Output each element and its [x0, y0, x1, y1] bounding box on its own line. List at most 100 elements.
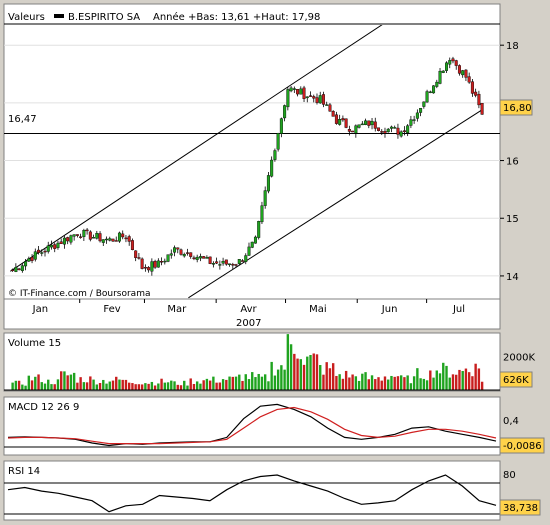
candle — [470, 79, 474, 97]
volume-badge — [499, 371, 533, 388]
candle — [296, 88, 300, 97]
candle — [432, 85, 436, 94]
candle — [415, 109, 419, 122]
volume-bar — [59, 371, 63, 390]
volume-bar — [183, 380, 186, 390]
candle — [480, 103, 484, 115]
volume-bar — [315, 354, 319, 390]
trend-channel — [10, 25, 483, 299]
candle — [189, 252, 193, 259]
volume-bar — [30, 380, 34, 390]
candle — [237, 259, 241, 265]
price-gridlines — [4, 44, 500, 277]
candle — [101, 239, 105, 247]
candle — [367, 120, 371, 129]
candle — [147, 266, 151, 273]
candle — [69, 234, 73, 245]
candle — [105, 236, 109, 244]
volume-bar — [263, 374, 267, 390]
volume-bar — [40, 382, 43, 390]
volume-bar — [179, 385, 183, 390]
volume-bar — [121, 379, 124, 390]
candle — [166, 254, 170, 263]
candle — [176, 247, 180, 254]
volume-bar — [166, 382, 170, 390]
volume-y-tick: 2000K — [503, 353, 535, 364]
macd-line — [7, 403, 497, 447]
reference-label: 16,47 — [8, 114, 37, 125]
volume-bar — [312, 353, 315, 390]
volume-bar — [374, 379, 377, 390]
candle — [46, 241, 50, 254]
candle — [344, 118, 348, 129]
candle — [72, 234, 76, 241]
candle — [448, 57, 452, 69]
candle — [30, 254, 34, 264]
volume-bar — [72, 372, 76, 390]
volume-bar — [251, 372, 254, 390]
volume-bar — [37, 374, 40, 390]
candle — [425, 89, 429, 103]
candle — [283, 104, 287, 122]
candle — [173, 245, 177, 257]
stock-name: B.ESPIRITO SA — [68, 12, 140, 23]
macd-last-value: -0,0086 — [503, 441, 542, 452]
volume-bar — [432, 377, 435, 390]
candle — [17, 267, 21, 271]
volume-title: Volume 15 — [8, 338, 61, 349]
volume-bar — [228, 376, 231, 390]
candle — [357, 124, 361, 129]
volume-bar — [416, 368, 419, 390]
candle — [331, 110, 335, 117]
volume-bar — [14, 380, 18, 390]
candle — [477, 90, 481, 109]
volume-bar — [338, 374, 341, 390]
candle — [108, 236, 112, 242]
volume-bar — [89, 376, 92, 390]
volume-bar — [451, 374, 455, 390]
candle — [127, 234, 131, 246]
candle — [24, 258, 28, 271]
candle — [62, 235, 66, 249]
candle — [396, 123, 400, 139]
candle — [88, 230, 92, 242]
volume-bar — [461, 371, 464, 390]
candle — [114, 236, 118, 242]
volume-bar — [328, 368, 332, 390]
volume-bar — [322, 374, 325, 390]
candle — [377, 127, 381, 132]
candle — [185, 248, 189, 256]
volume-bar — [234, 376, 238, 390]
rsi-line — [7, 474, 497, 513]
volume-bar — [477, 368, 481, 390]
candle — [198, 253, 202, 262]
volume-bar — [467, 372, 471, 390]
price-x-tick-fev: Fev — [103, 304, 120, 315]
candle — [419, 108, 423, 117]
volume-bar — [319, 365, 322, 390]
volume-bar — [471, 376, 474, 390]
volume-bar — [286, 334, 290, 390]
volume-bar — [50, 384, 53, 390]
volume-bar — [170, 380, 173, 390]
candle — [273, 148, 277, 162]
volume-bar — [412, 376, 416, 390]
volume-bar — [377, 377, 380, 390]
candle — [441, 70, 445, 74]
volume-bar — [396, 376, 400, 390]
volume-bar — [393, 376, 396, 390]
volume-bar — [341, 378, 345, 390]
candle — [266, 172, 270, 194]
candle — [228, 263, 232, 267]
volume-bar — [238, 374, 241, 390]
volume-bar — [105, 383, 108, 390]
volume-bar — [27, 375, 31, 390]
candle — [257, 220, 261, 240]
candle — [380, 129, 384, 136]
volume-bar — [144, 383, 147, 390]
volume-bar — [399, 375, 403, 390]
volume-bar — [34, 376, 37, 390]
candle — [224, 259, 228, 266]
candle — [309, 91, 313, 97]
volume-bar — [82, 382, 86, 390]
